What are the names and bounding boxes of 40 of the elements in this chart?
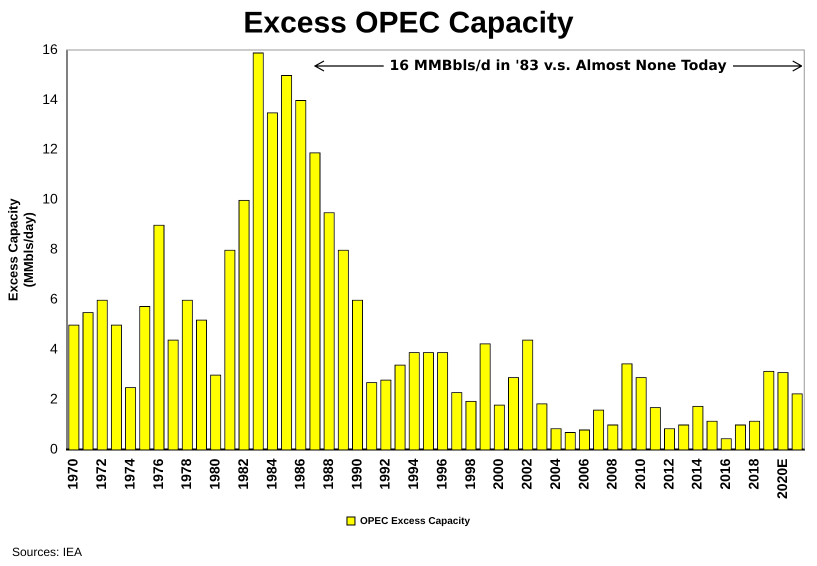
x-tick-label: 1978 (178, 458, 194, 490)
x-tick-label: 1988 (320, 458, 336, 490)
x-tick-label: 2012 (660, 458, 676, 490)
y-tick-label: 12 (42, 140, 58, 157)
x-tick-label: 1974 (121, 458, 138, 490)
x-tick-label: 1980 (206, 458, 223, 490)
x-tick-label: 1986 (292, 458, 308, 490)
y-tick-label: 10 (42, 190, 58, 207)
legend-label: OPEC Excess Capacity (360, 516, 470, 527)
x-tick-label: 2020E (774, 458, 790, 499)
x-tick-label: 2002 (518, 458, 535, 490)
y-tick-label: 8 (50, 240, 58, 257)
x-tick-label: 1994 (405, 458, 422, 490)
y-axis-title: Excess Capacity (MMbls/day) (5, 198, 36, 302)
x-tick-label: 2010 (632, 458, 648, 490)
chart-title: Excess OPEC Capacity (243, 6, 574, 40)
x-tick-label: 2004 (546, 458, 563, 490)
x-tick-label: 2000 (490, 458, 506, 490)
y-tick-label: 0 (50, 440, 58, 456)
x-tick-label: 1970 (64, 458, 81, 490)
y-tick-label: 4 (50, 340, 58, 356)
annotation: 16 MMBbls/d in '83 v.s. Almost None Today (390, 58, 727, 74)
y-tick-label: 6 (50, 290, 58, 307)
x-tick-label: 1992 (376, 458, 393, 490)
x-tick-label: 2006 (575, 458, 592, 490)
x-tick-label: 2008 (604, 458, 620, 490)
x-tick-label: 1982 (234, 458, 251, 490)
source-note: Sources: IEA (12, 545, 82, 559)
x-tick-label: 1996 (433, 458, 450, 490)
y-tick-label: 16 (42, 40, 58, 57)
y-tick-label: 14 (42, 90, 58, 107)
y-tick-label: 2 (50, 390, 58, 406)
x-tick-label: 1990 (348, 458, 364, 490)
x-tick-label: 1972 (93, 458, 110, 490)
x-tick-label: 1998 (462, 458, 478, 490)
x-tick-label: 1984 (263, 458, 280, 490)
x-tick-label: 2018 (745, 458, 762, 490)
x-tick-label: 2016 (717, 458, 734, 490)
x-tick-label: 2014 (688, 458, 705, 490)
x-tick-label: 1976 (150, 458, 166, 490)
